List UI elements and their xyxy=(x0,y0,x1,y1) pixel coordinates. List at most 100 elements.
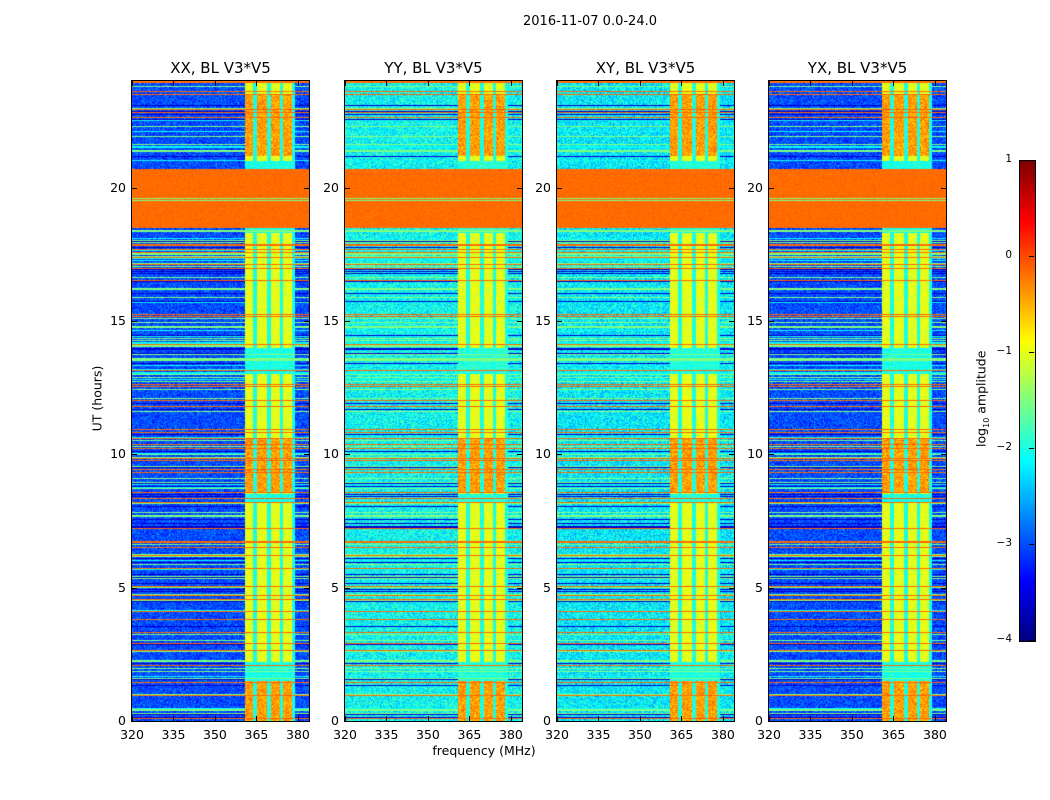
y-tick-mark xyxy=(941,454,946,456)
y-tick-mark xyxy=(304,721,309,722)
x-tick-label: 380 xyxy=(711,727,735,742)
x-tick-mark xyxy=(386,81,388,86)
x-tick-mark xyxy=(510,81,512,86)
spectrogram-panel: XY, BL V3*V5 320 335 350 365 380 0 5 10 15 20 xyxy=(535,59,735,742)
y-tick-label: 5 xyxy=(543,579,551,595)
y-tick-mark xyxy=(941,187,946,189)
x-tick-mark xyxy=(769,716,770,721)
x-tick-label: 350 xyxy=(203,727,227,742)
y-tick-label: 10 xyxy=(110,446,126,462)
x-tick-mark xyxy=(132,81,133,86)
y-tick-mark xyxy=(941,721,946,722)
y-tick-label: 5 xyxy=(118,579,126,595)
y-tick-label: 5 xyxy=(755,579,763,595)
colorbar-tick-label: −3 xyxy=(996,537,1012,549)
y-tick-mark xyxy=(729,587,734,589)
y-tick-mark xyxy=(769,587,774,589)
x-tick-label: 335 xyxy=(586,727,611,742)
x-tick-mark xyxy=(297,716,299,721)
y-tick-mark xyxy=(941,587,946,589)
x-tick-label: 320 xyxy=(333,727,357,742)
y-tick-mark xyxy=(769,454,774,456)
y-tick-mark xyxy=(769,721,774,722)
x-tick-mark xyxy=(851,81,853,86)
x-tick-label: 365 xyxy=(881,727,906,742)
y-tick-mark xyxy=(729,721,734,722)
spectrogram-image xyxy=(769,81,946,721)
x-tick-label: 365 xyxy=(669,727,694,742)
y-tick-mark xyxy=(557,187,562,189)
x-tick-mark xyxy=(934,81,936,86)
colorbar-gradient xyxy=(1020,161,1035,641)
x-tick-label: 350 xyxy=(628,727,652,742)
x-tick-mark xyxy=(851,716,853,721)
x-tick-label: 320 xyxy=(757,727,781,742)
x-tick-label: 335 xyxy=(798,727,823,742)
y-axis-label: UT (hours) xyxy=(89,365,105,432)
colorbar-tick-label: −4 xyxy=(996,633,1012,645)
y-tick-label: 15 xyxy=(535,313,551,328)
x-tick-mark xyxy=(810,716,812,721)
y-tick-label: 20 xyxy=(110,179,126,195)
y-tick-label: 20 xyxy=(747,179,763,195)
x-tick-mark xyxy=(173,81,175,86)
x-tick-label: 335 xyxy=(374,727,399,742)
spectrogram-panel: YY, BL V3*V5 320 335 350 365 380 0 5 10 15 20 xyxy=(323,59,523,742)
x-tick-label: 365 xyxy=(457,727,482,742)
colorbar-tick-mark xyxy=(1029,640,1034,641)
y-tick-mark xyxy=(132,454,137,456)
y-tick-label: 5 xyxy=(331,579,339,595)
y-tick-mark xyxy=(769,187,774,189)
y-tick-mark xyxy=(517,721,522,722)
x-tick-mark xyxy=(469,716,471,721)
colorbar-tick-mark xyxy=(1029,256,1034,257)
y-tick-mark xyxy=(132,187,137,189)
x-tick-label: 380 xyxy=(286,727,310,742)
x-tick-label: 320 xyxy=(120,727,144,742)
y-tick-mark xyxy=(729,454,734,456)
y-tick-label: 15 xyxy=(323,313,339,328)
x-axis-label: frequency (MHz) xyxy=(432,743,536,758)
y-tick-label: 10 xyxy=(323,446,339,462)
x-tick-mark xyxy=(345,81,346,86)
x-tick-mark xyxy=(722,716,724,721)
x-tick-label: 350 xyxy=(416,727,440,742)
x-tick-mark xyxy=(214,716,216,721)
x-tick-mark xyxy=(132,716,133,721)
x-tick-mark xyxy=(214,81,216,86)
x-tick-mark xyxy=(469,81,471,86)
colorbar-tick-label: 1 xyxy=(1005,153,1012,165)
y-tick-mark xyxy=(132,321,137,322)
colorbar-tick-label: 0 xyxy=(1005,249,1012,261)
panel-title: XY, BL V3*V5 xyxy=(595,59,696,77)
x-tick-mark xyxy=(510,716,512,721)
x-tick-mark xyxy=(769,81,770,86)
y-tick-mark xyxy=(517,187,522,189)
y-tick-mark xyxy=(557,587,562,589)
y-tick-mark xyxy=(769,321,774,322)
y-tick-mark xyxy=(517,587,522,589)
y-tick-label: 10 xyxy=(747,446,763,462)
x-tick-label: 380 xyxy=(499,727,523,742)
y-tick-mark xyxy=(557,321,562,322)
y-tick-mark xyxy=(304,587,309,589)
spectrogram-image xyxy=(557,81,734,721)
x-tick-mark xyxy=(681,716,683,721)
x-tick-mark xyxy=(934,716,936,721)
y-tick-mark xyxy=(132,721,137,722)
x-tick-label: 350 xyxy=(840,727,864,742)
spectrogram-image xyxy=(132,81,309,721)
x-tick-mark xyxy=(598,716,600,721)
x-tick-mark xyxy=(722,81,724,86)
spectrogram-panel: XX, BL V3*V5 320 335 350 365 380 0 5 10 15 20 xyxy=(110,59,310,742)
spectrogram-panel: YX, BL V3*V5 320 335 350 365 380 0 5 10 15 20 xyxy=(747,59,947,742)
x-tick-label: 380 xyxy=(923,727,947,742)
colorbar xyxy=(1019,160,1036,642)
x-tick-mark xyxy=(173,716,175,721)
x-tick-mark xyxy=(297,81,299,86)
y-tick-mark xyxy=(941,321,946,322)
x-tick-mark xyxy=(427,81,429,86)
y-tick-mark xyxy=(729,187,734,189)
y-tick-label: 0 xyxy=(755,713,763,728)
colorbar-tick-mark xyxy=(1029,544,1034,545)
